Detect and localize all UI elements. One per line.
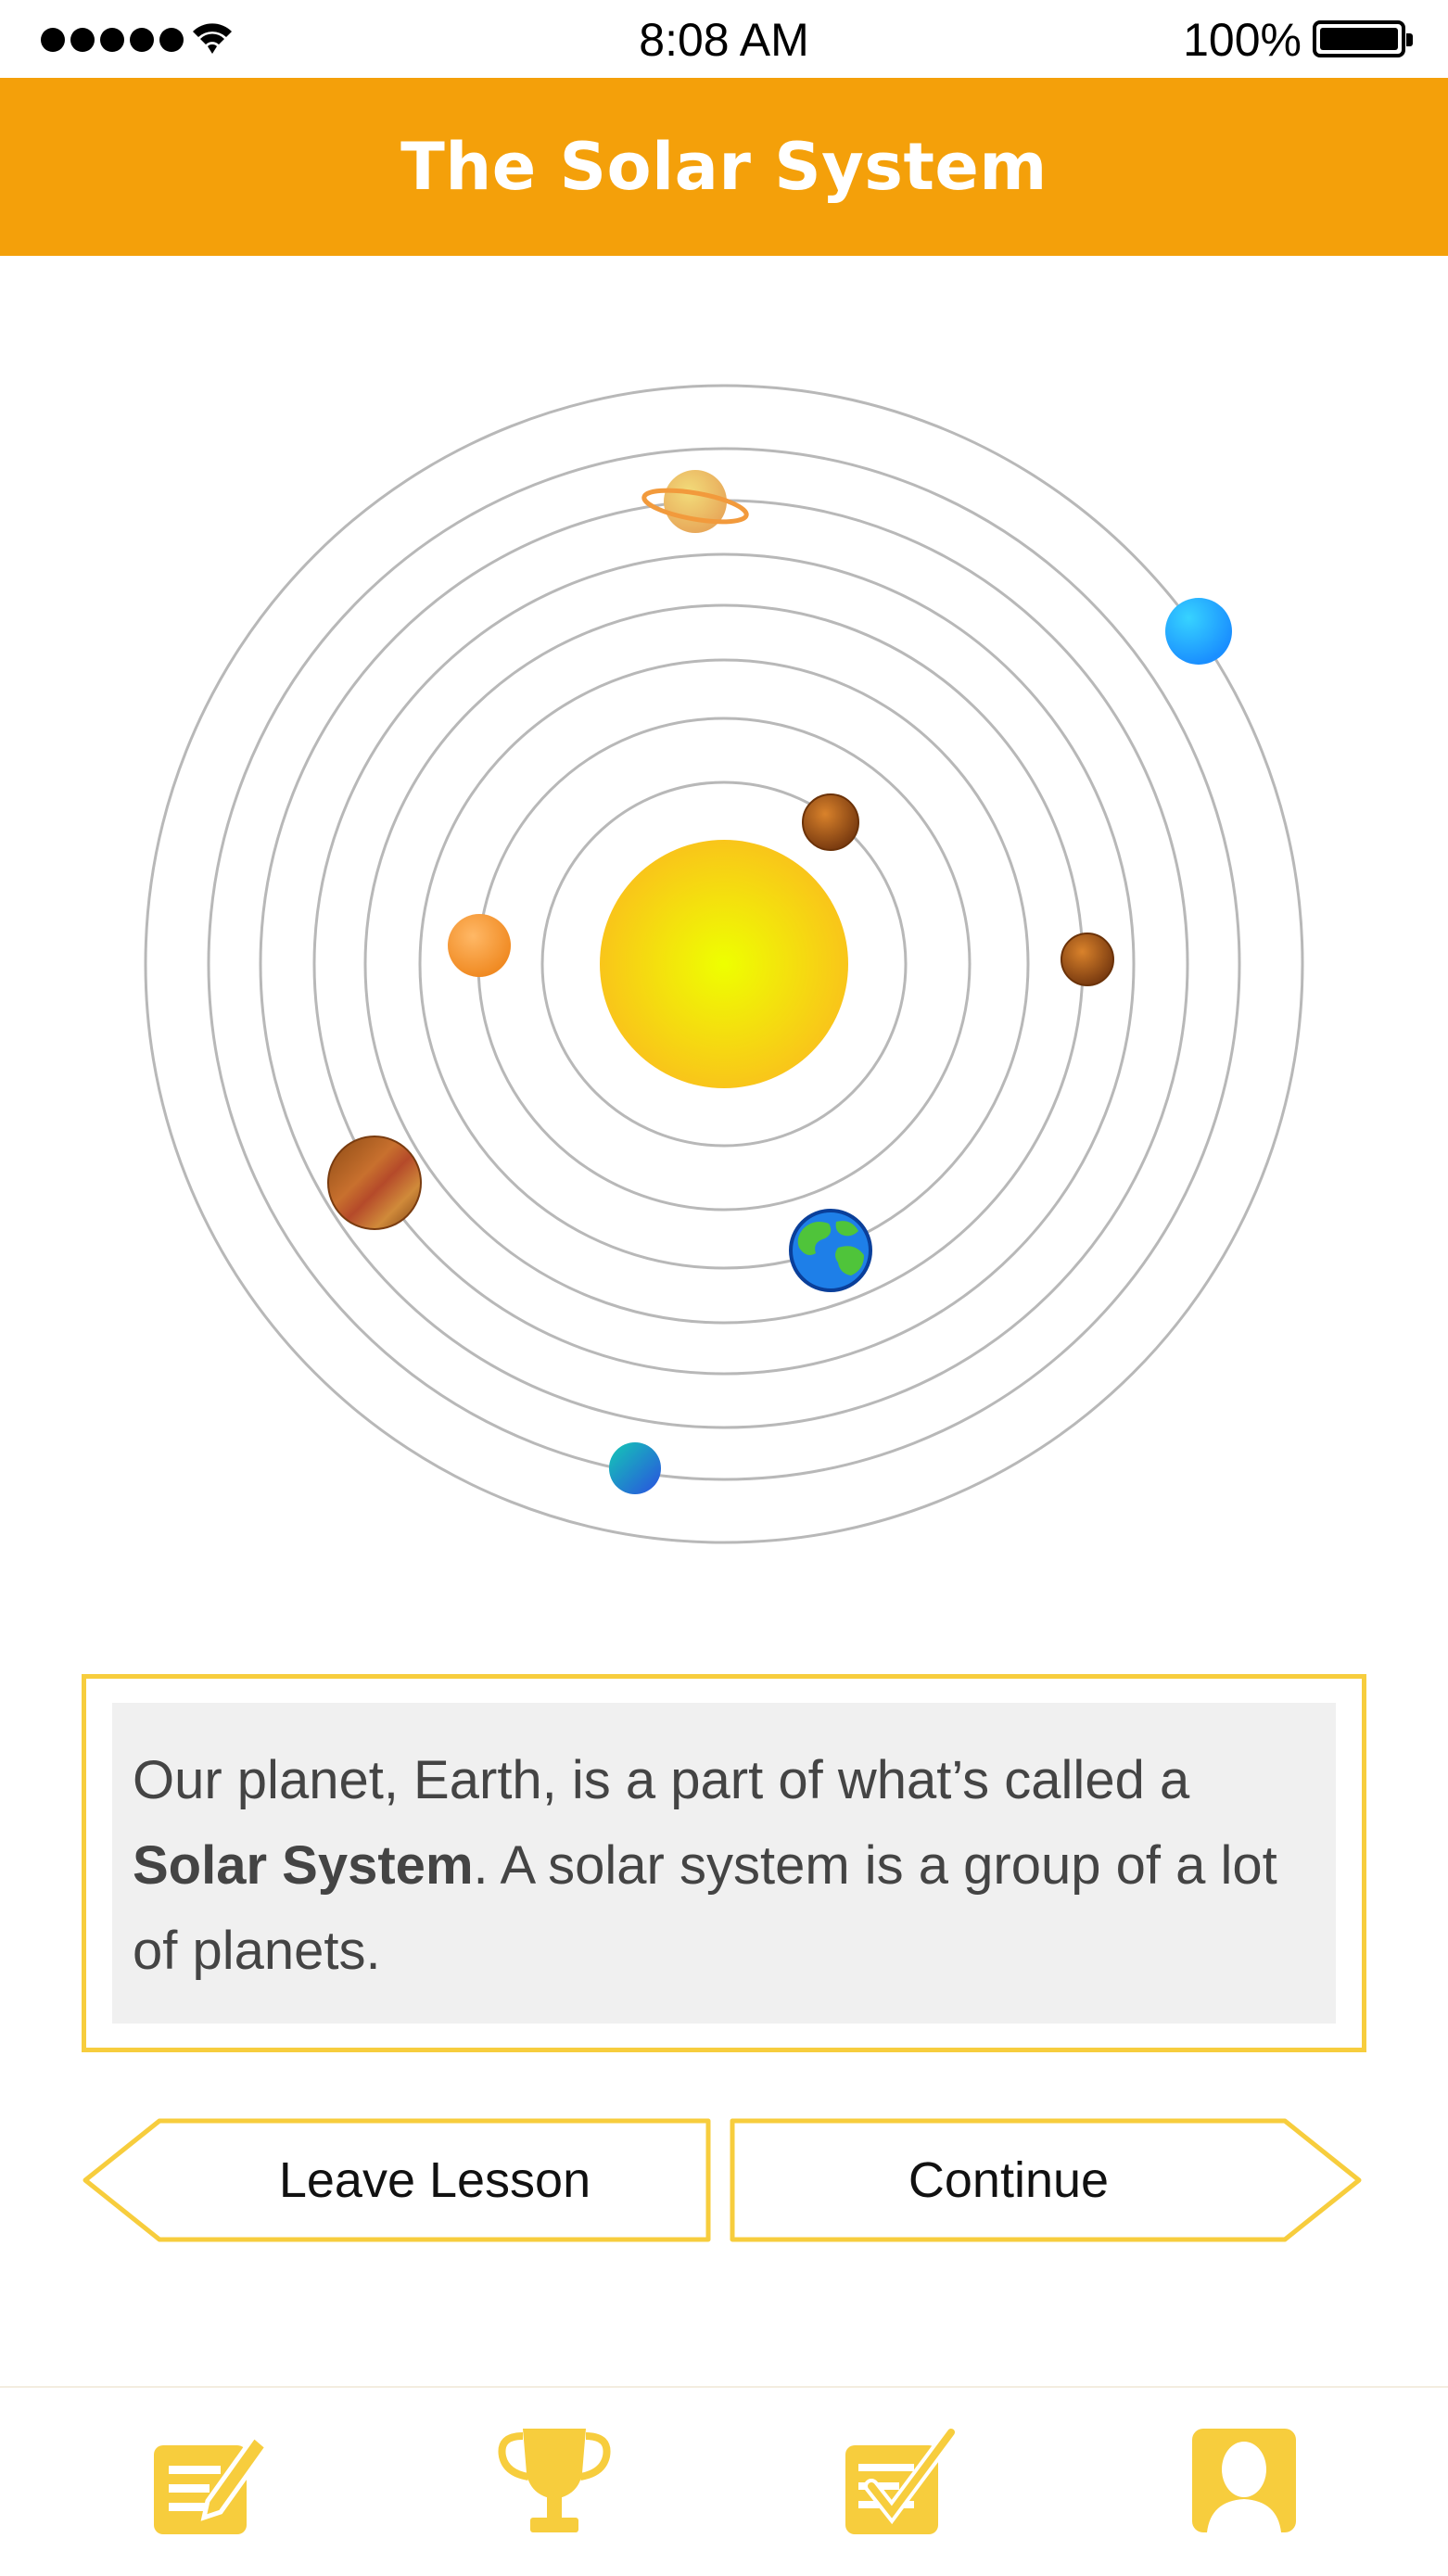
tab-achievements[interactable] (489, 2416, 619, 2545)
status-time: 8:08 AM (639, 14, 809, 66)
header-bar: The Solar System (0, 78, 1448, 256)
bottom-tab-bar (0, 2386, 1448, 2576)
solar-system-illustration (0, 256, 1448, 1618)
sun (600, 840, 848, 1088)
planet-saturn (641, 470, 749, 533)
battery-percentage: 100% (1183, 14, 1302, 66)
profile-icon (1192, 2429, 1296, 2532)
tab-quiz[interactable] (834, 2416, 964, 2545)
page-title: The Solar System (400, 129, 1048, 205)
lessons-icon (154, 2432, 271, 2534)
tab-profile[interactable] (1179, 2416, 1309, 2545)
signal-strength-icon (41, 28, 184, 52)
wifi-icon (193, 23, 232, 54)
continue-label: Continue (908, 2152, 1110, 2208)
planet-jupiter (327, 1136, 422, 1230)
lesson-text-highlight: Solar System (133, 1835, 474, 1896)
battery-icon (1313, 20, 1413, 57)
planet-venus (448, 914, 511, 977)
quiz-icon (845, 2425, 959, 2534)
planet-uranus (1165, 598, 1232, 665)
lesson-text: Our planet, Earth, is a part of what’s c… (112, 1703, 1336, 2024)
trophy-icon (498, 2429, 611, 2532)
lesson-text-card: Our planet, Earth, is a part of what’s c… (82, 1674, 1366, 2052)
continue-button[interactable]: Continue (729, 2117, 1363, 2243)
lesson-text-part2: . A solar system is a group of a lot of … (133, 1835, 1277, 1981)
tab-lessons[interactable] (143, 2416, 273, 2545)
leave-lesson-button[interactable]: Leave Lesson (82, 2117, 714, 2243)
planet-mars (1061, 933, 1114, 986)
status-bar: 8:08 AM 100% (0, 0, 1448, 78)
planet-neptune (609, 1442, 661, 1494)
planet-mercury (802, 793, 859, 851)
leave-lesson-label: Leave Lesson (278, 2152, 591, 2208)
orbit-rings (144, 384, 1304, 1544)
lesson-text-part1: Our planet, Earth, is a part of what’s c… (133, 1750, 1190, 1810)
planet-earth (789, 1209, 872, 1292)
